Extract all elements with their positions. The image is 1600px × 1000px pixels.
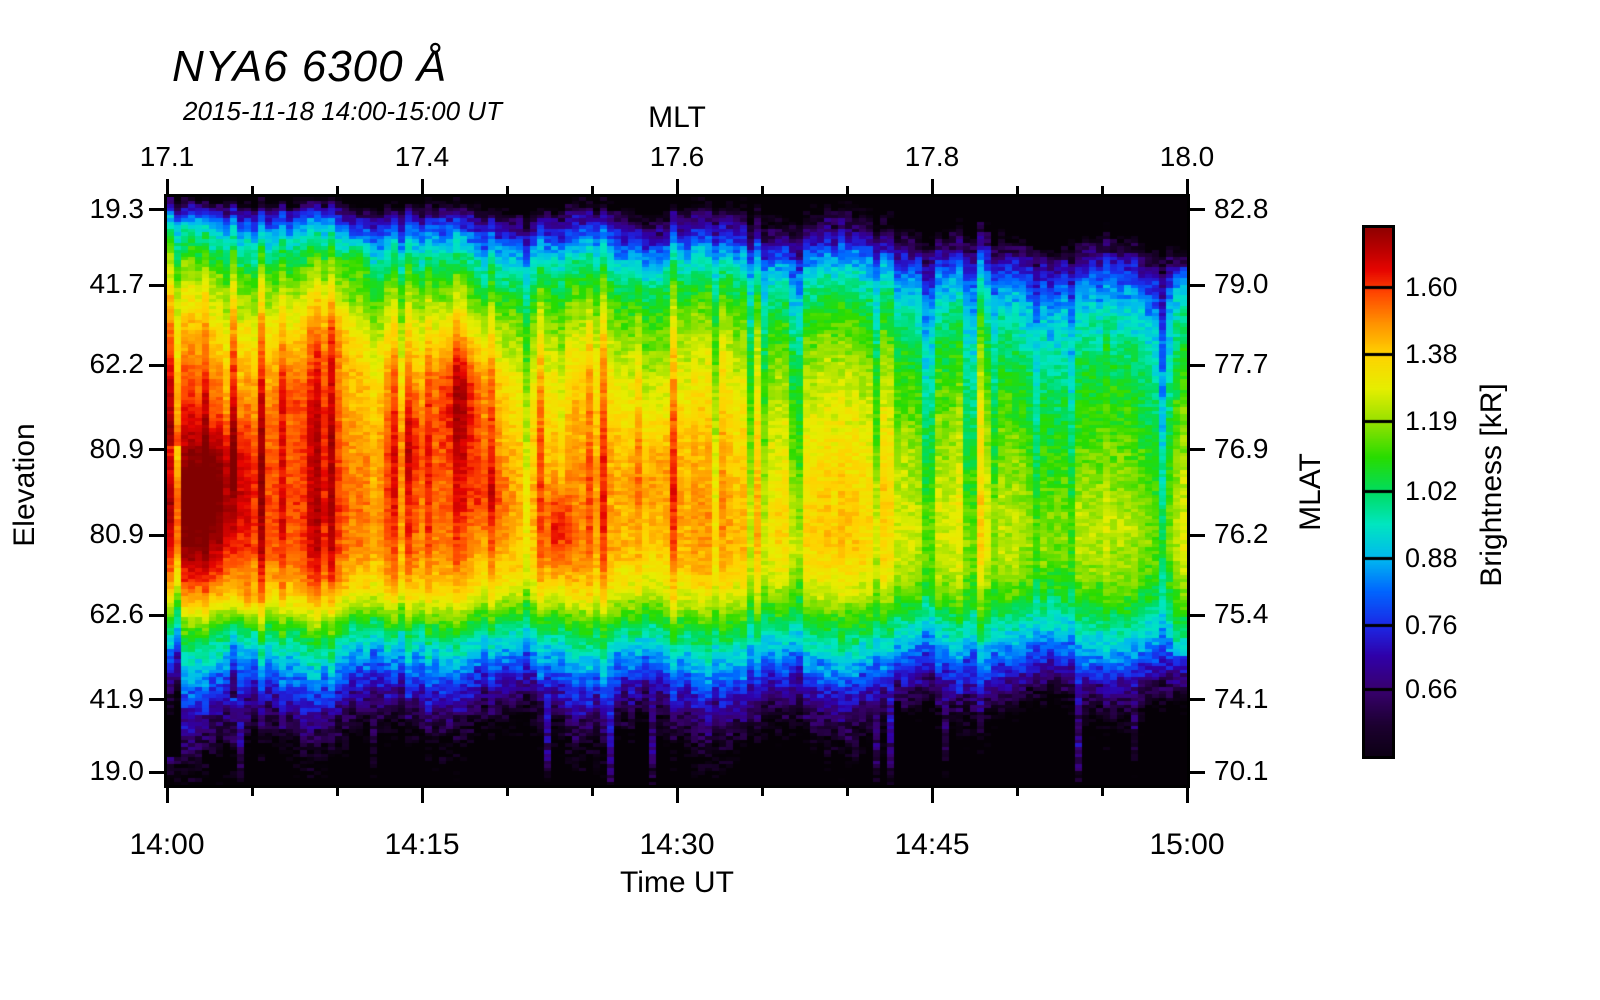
- axis-tick: [675, 179, 679, 194]
- right-tick-label: 77.7: [1214, 348, 1269, 380]
- colorbar-gradient: [1365, 228, 1392, 756]
- axis-tick: [590, 186, 594, 194]
- axis-tick: [149, 613, 164, 617]
- axis-tick: [930, 179, 934, 194]
- right-tick-label: 70.1: [1214, 755, 1269, 787]
- top-axis-title: MLT: [648, 101, 706, 134]
- axis-tick: [149, 208, 164, 212]
- left-tick-label: 62.2: [89, 348, 145, 380]
- left-tick-label: 80.9: [89, 518, 145, 550]
- axis-tick: [250, 186, 254, 194]
- right-tick-label: 76.9: [1214, 432, 1269, 464]
- top-tick-label: 17.1: [139, 141, 195, 172]
- left-tick-label: 62.6: [89, 598, 145, 630]
- colorbar-tick-label: 0.76: [1405, 610, 1458, 641]
- colorbar-tick-label: 0.88: [1405, 543, 1458, 574]
- right-tick-label: 75.4: [1214, 598, 1269, 630]
- axis-tick: [845, 788, 849, 796]
- chart-title: NYA6 6300 Å: [172, 42, 448, 91]
- left-axis-title: Elevation: [8, 423, 41, 547]
- axis-tick: [760, 186, 764, 194]
- axis-tick: [930, 788, 934, 803]
- axis-tick: [505, 788, 509, 796]
- right-tick-label: 82.8: [1214, 192, 1269, 224]
- keogram-heatmap: [167, 197, 1187, 785]
- axis-tick: [149, 770, 164, 774]
- right-tick-label: 76.2: [1214, 518, 1269, 550]
- axis-tick: [1015, 186, 1019, 194]
- colorbar-tick-label: 1.19: [1405, 406, 1458, 437]
- top-tick-label: 17.6: [649, 141, 705, 172]
- axis-tick: [250, 788, 254, 796]
- axis-tick: [1190, 448, 1205, 452]
- axis-tick: [590, 788, 594, 796]
- axis-tick: [1015, 788, 1019, 796]
- bottom-tick-label: 14:00: [129, 828, 205, 861]
- bottom-tick-label: 14:45: [894, 828, 970, 861]
- colorbar-tick-label: 1.60: [1405, 271, 1458, 302]
- colorbar-tick-label: 1.38: [1405, 338, 1458, 369]
- axis-tick: [335, 788, 339, 796]
- bottom-axis-title: Time UT: [620, 866, 734, 899]
- left-tick-label: 19.0: [89, 755, 145, 787]
- axis-tick: [1190, 363, 1205, 367]
- axis-tick: [149, 533, 164, 537]
- axis-tick: [675, 788, 679, 803]
- left-tick-label: 80.9: [89, 432, 145, 464]
- bottom-tick-label: 14:30: [639, 828, 715, 861]
- axis-tick: [165, 179, 169, 194]
- axis-tick: [149, 363, 164, 367]
- left-tick-label: 41.7: [89, 268, 145, 300]
- axis-tick: [1190, 698, 1205, 702]
- axis-tick: [165, 788, 169, 803]
- axis-tick: [1190, 208, 1205, 212]
- axis-tick: [1190, 283, 1205, 287]
- right-tick-label: 74.1: [1214, 682, 1269, 714]
- chart-subtitle: 2015-11-18 14:00-15:00 UT: [183, 96, 502, 126]
- top-tick-label: 17.8: [904, 141, 960, 172]
- bottom-tick-label: 15:00: [1149, 828, 1225, 861]
- axis-tick: [1185, 788, 1189, 803]
- axis-tick: [505, 186, 509, 194]
- axis-tick: [149, 698, 164, 702]
- left-tick-label: 41.9: [89, 682, 145, 714]
- bottom-tick-label: 14:15: [384, 828, 460, 861]
- axis-tick: [420, 788, 424, 803]
- axis-tick: [335, 186, 339, 194]
- right-tick-label: 79.0: [1214, 268, 1269, 300]
- axis-tick: [1100, 788, 1104, 796]
- top-tick-label: 18.0: [1159, 141, 1215, 172]
- axis-tick: [1185, 179, 1189, 194]
- axis-tick: [420, 179, 424, 194]
- axis-tick: [149, 448, 164, 452]
- axis-tick: [1190, 533, 1205, 537]
- right-axis-title: MLAT: [1294, 453, 1327, 531]
- axis-tick: [845, 186, 849, 194]
- axis-tick: [1100, 186, 1104, 194]
- axis-tick: [1190, 613, 1205, 617]
- top-tick-label: 17.4: [394, 141, 450, 172]
- axis-tick: [149, 283, 164, 287]
- left-tick-label: 19.3: [89, 192, 145, 224]
- axis-tick: [760, 788, 764, 796]
- colorbar-tick-label: 0.66: [1405, 674, 1458, 705]
- axis-tick: [1190, 770, 1205, 774]
- colorbar-tick-label: 1.02: [1405, 476, 1458, 507]
